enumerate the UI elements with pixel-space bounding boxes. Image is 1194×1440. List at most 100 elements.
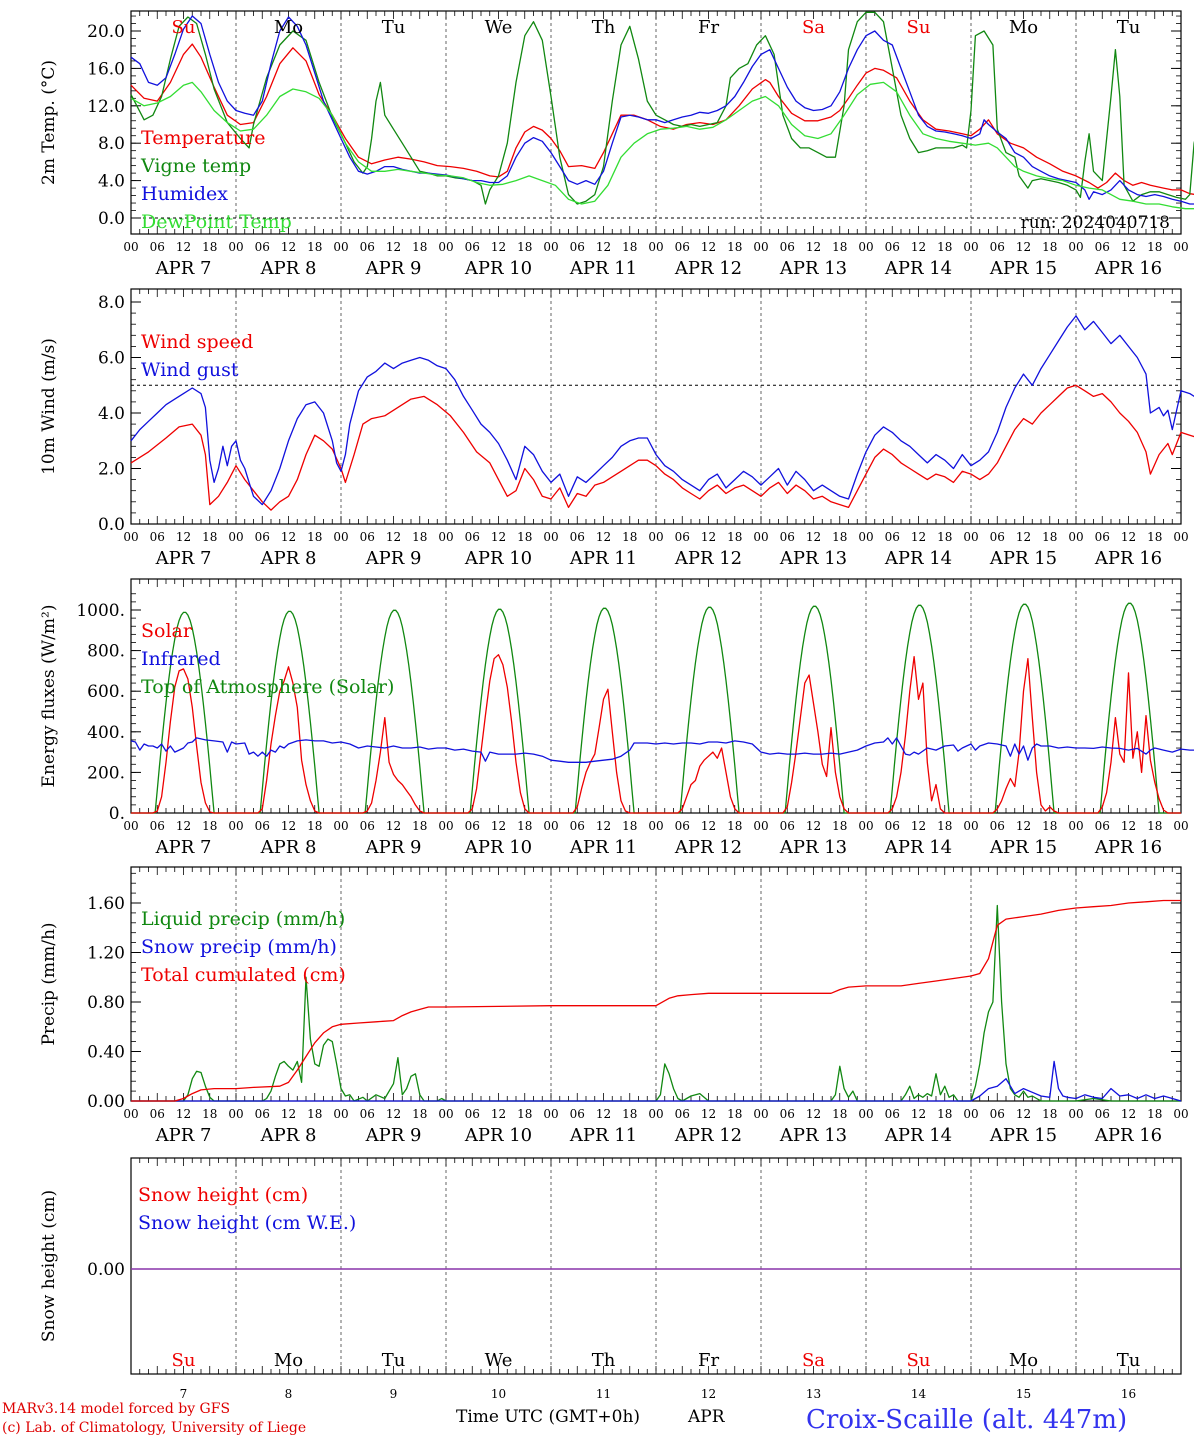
hour-tick-label: 18 [622, 240, 637, 254]
y-axis-label: 10m Wind (m/s) [39, 338, 59, 475]
date-label: APR 14 [884, 548, 952, 569]
hour-tick-label: 12 [281, 240, 296, 254]
hour-tick-label: 12 [1016, 819, 1031, 833]
hour-tick-label: 12 [176, 1107, 191, 1121]
hour-tick-label: 18 [202, 240, 217, 254]
legend-entry: Snow precip (mm/h) [141, 936, 337, 958]
weekday-label: Su [172, 17, 196, 38]
date-label: APR 14 [884, 258, 952, 279]
hour-tick-label: 12 [911, 240, 926, 254]
y-tick-label: 20.0 [87, 22, 125, 42]
hour-tick-label: 12 [281, 819, 296, 833]
hour-tick-label: 18 [517, 530, 532, 544]
y-axis-label: Precip (mm/h) [39, 922, 59, 1045]
hour-tick-label: 00 [1173, 530, 1188, 544]
series-line-liquid-precip-mm-h [131, 904, 1181, 1102]
hour-tick-label: 12 [386, 530, 401, 544]
hour-tick-label: 06 [885, 819, 900, 833]
hour-tick-label: 18 [727, 1107, 742, 1121]
hour-tick-label: 18 [1042, 1107, 1057, 1121]
hour-tick-label: 18 [937, 240, 952, 254]
hour-tick-label: 12 [491, 1107, 506, 1121]
hour-tick-label: 12 [806, 240, 821, 254]
y-tick-label: 4.0 [98, 172, 125, 192]
legend-entry: Infrared [141, 648, 221, 670]
panel-5: 0.00 Snow height (cm) Snow height (cm) Snow… [39, 1157, 1182, 1401]
series-line-wind-gust [130, 315, 1194, 506]
hour-tick-label: 06 [780, 819, 795, 833]
y-tick-label: 8.0 [98, 134, 125, 154]
weekday-label: Sa [802, 1350, 825, 1371]
hour-tick-label: 18 [937, 1107, 952, 1121]
hour-tick-label: 00 [753, 1107, 768, 1121]
y-tick-label: 0.00 [87, 1092, 125, 1112]
hour-tick-label: 06 [990, 240, 1005, 254]
date-label: APR 9 [365, 548, 422, 569]
hour-tick-label: 18 [937, 819, 952, 833]
hour-tick-label: 12 [491, 240, 506, 254]
day-number-label: 16 [1121, 1387, 1136, 1401]
hour-tick-label: 00 [333, 819, 348, 833]
date-label: APR 15 [989, 548, 1057, 569]
hour-tick-label: 00 [648, 1107, 663, 1121]
date-label: APR 12 [674, 258, 742, 279]
hour-tick-label: 00 [1068, 530, 1083, 544]
hour-tick-label: 00 [543, 530, 558, 544]
hour-tick-label: 00 [1068, 819, 1083, 833]
series-line-humidex [130, 15, 1194, 205]
legend-entry: Wind speed [141, 331, 253, 353]
legend-entry: Vigne temp [140, 155, 251, 177]
hour-tick-label: 06 [150, 1107, 165, 1121]
hour-tick-label: 12 [1016, 240, 1031, 254]
date-label: APR 14 [884, 837, 952, 858]
legend-entry: Temperature [141, 127, 265, 149]
time-axis-label: Time UTC (GMT+0h) [456, 1407, 640, 1427]
y-tick-label: 1.60 [87, 894, 125, 914]
legend-entry: Solar [141, 620, 193, 642]
hour-tick-label: 06 [990, 530, 1005, 544]
series-line-temperature [130, 43, 1194, 195]
date-label: APR 12 [674, 837, 742, 858]
hour-tick-label: 00 [438, 240, 453, 254]
hour-tick-label: 06 [465, 530, 480, 544]
hour-tick-label: 00 [228, 530, 243, 544]
series-line-snow-precip-mm-h [131, 1060, 1182, 1102]
hour-tick-label: 18 [622, 530, 637, 544]
hour-tick-label: 12 [596, 1107, 611, 1121]
date-label: APR 13 [779, 1125, 847, 1146]
legend-entry: Humidex [141, 183, 228, 205]
hour-tick-label: 12 [1016, 1107, 1031, 1121]
y-tick-label: 4.0 [98, 404, 125, 424]
panel-1: 0.0 4.0 8.0 12.0 16.0 20.0 2m Temp. (°C) Su Mo Tu… [39, 10, 1194, 279]
date-label: APR 9 [365, 837, 422, 858]
date-label: APR 12 [674, 548, 742, 569]
date-label: APR 16 [1094, 258, 1162, 279]
hour-tick-label: 06 [255, 819, 270, 833]
hour-tick-label: 12 [1121, 1107, 1136, 1121]
hour-tick-label: 18 [832, 819, 847, 833]
series-line-infrared [130, 737, 1194, 763]
hour-tick-label: 00 [228, 240, 243, 254]
hour-tick-label: 06 [150, 530, 165, 544]
hour-tick-label: 06 [570, 819, 585, 833]
hour-tick-label: 00 [648, 819, 663, 833]
date-label: APR 11 [569, 1125, 637, 1146]
hour-tick-label: 18 [1042, 530, 1057, 544]
hour-tick-label: 18 [727, 240, 742, 254]
weekday-label: We [485, 1350, 513, 1371]
date-label: APR 11 [569, 837, 637, 858]
hour-tick-label: 00 [438, 1107, 453, 1121]
hour-tick-label: 12 [281, 1107, 296, 1121]
hour-tick-label: 18 [832, 1107, 847, 1121]
hour-tick-label: 00 [648, 240, 663, 254]
hour-tick-label: 12 [386, 240, 401, 254]
y-tick-label: 0. [109, 804, 125, 824]
date-label: APR 14 [884, 1125, 952, 1146]
y-tick-label: 2.0 [98, 460, 125, 480]
hour-tick-label: 18 [832, 530, 847, 544]
date-label: APR 15 [989, 1125, 1057, 1146]
hour-tick-label: 06 [255, 240, 270, 254]
hour-tick-label: 12 [176, 819, 191, 833]
y-tick-label: 400. [87, 723, 125, 743]
hour-tick-label: 06 [360, 240, 375, 254]
